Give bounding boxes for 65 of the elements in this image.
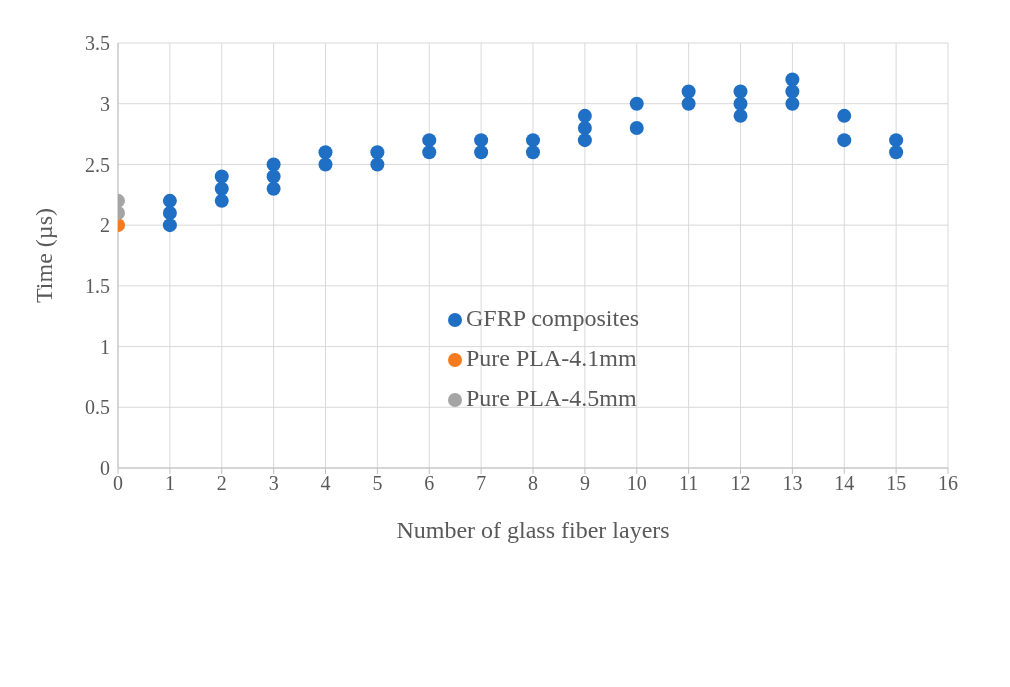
point [162,193,177,208]
x-tick-label: 7 [476,472,487,495]
point [370,157,385,172]
x-tick-label: 12 [730,472,751,495]
x-tick-label: 10 [626,472,647,495]
x-tick-label: 13 [782,472,803,495]
point [681,96,696,111]
point [526,145,540,160]
point [629,96,644,111]
point [733,108,748,123]
x-tick-label: 8 [528,472,538,495]
y-tick-label: 1.5 [85,274,110,297]
point [214,169,229,184]
point [266,181,281,196]
x-tick-label: 4 [320,472,331,495]
point [474,145,489,160]
x-axis-title: Number of glass fiber layers [396,517,670,543]
y-tick-label: 3 [100,92,110,115]
point [526,133,540,148]
point [785,72,800,87]
legend-label: Pure PLA-4.5mm [466,385,637,411]
point [889,145,904,160]
point [837,133,852,148]
point [785,96,800,111]
point [681,84,696,99]
point [162,206,177,220]
x-tick-label: 6 [424,472,435,495]
point [577,133,592,148]
point [577,121,592,135]
point [577,108,592,123]
x-tick-label: 14 [834,472,855,495]
y-tick-label: 2 [100,214,110,237]
point [318,157,333,172]
point [266,157,281,172]
y-axis-title: Time (µs) [30,208,57,303]
point [837,108,852,123]
x-tick-label: 3 [268,472,279,495]
point [422,133,437,148]
x-tick-label: 15 [886,472,907,495]
point [214,181,229,196]
point [785,84,800,99]
point [474,133,489,148]
point [629,121,644,135]
x-tick-label: 2 [216,472,227,495]
point [318,145,333,160]
y-tick-label: 1 [100,335,110,358]
legend-label: Pure PLA-4.1mm [466,345,637,371]
point [214,193,229,208]
y-tick-label: 2.5 [85,153,110,176]
x-tick-label: 9 [579,472,590,495]
point [422,145,437,160]
y-tick-label: 0 [100,457,110,480]
x-tick-label: 11 [678,472,699,495]
legend-label: GFRP composites [466,305,640,331]
x-tick-label: 5 [372,472,383,495]
x-tick-label: 1 [164,472,175,495]
point [370,145,385,160]
point [162,218,177,233]
y-tick-label: 0.5 [85,396,110,419]
y-tick-label: 3.5 [85,32,110,55]
point [733,96,748,111]
point [889,133,904,148]
point [733,84,748,99]
point [266,169,281,184]
x-tick-label: 16 [938,472,958,495]
